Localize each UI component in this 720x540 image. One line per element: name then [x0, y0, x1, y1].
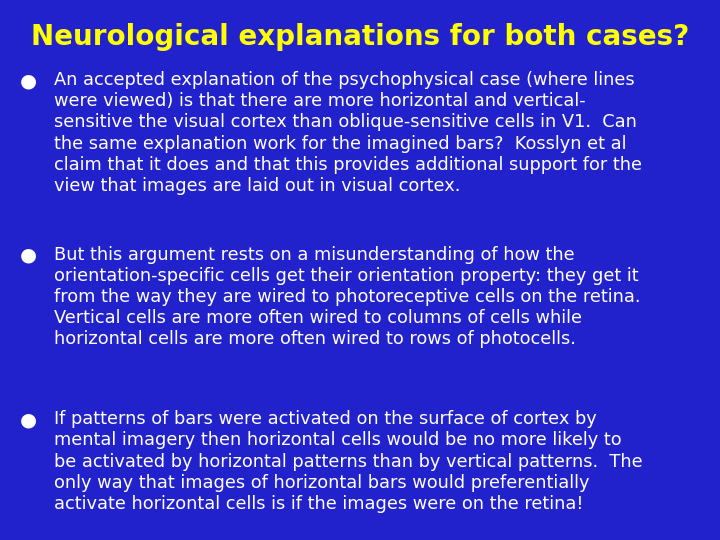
Text: ●: ● — [20, 71, 37, 90]
Text: ●: ● — [20, 410, 37, 429]
Text: An accepted explanation of the psychophysical case (where lines
were viewed) is : An accepted explanation of the psychophy… — [54, 71, 642, 195]
Text: But this argument rests on a misunderstanding of how the
orientation-specific ce: But this argument rests on a misundersta… — [54, 246, 641, 348]
Text: Neurological explanations for both cases?: Neurological explanations for both cases… — [31, 23, 689, 51]
Text: If patterns of bars were activated on the surface of cortex by
mental imagery th: If patterns of bars were activated on th… — [54, 410, 643, 512]
Text: ●: ● — [20, 246, 37, 265]
